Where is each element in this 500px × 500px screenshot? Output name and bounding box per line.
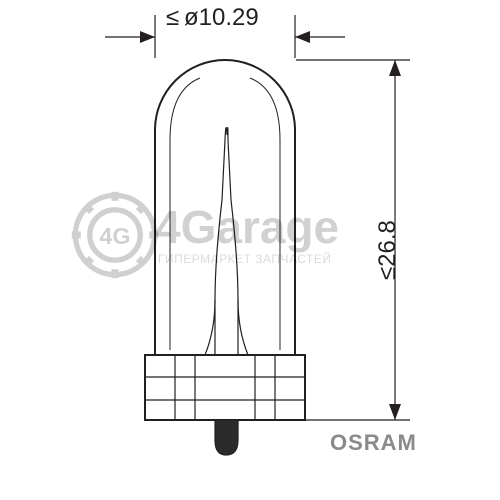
watermark-sub-text: ГИПЕРМАРКЕТ ЗАПЧАСТЕЙ	[158, 252, 332, 266]
contact-tip	[215, 420, 238, 455]
filament-tip	[225, 128, 228, 140]
height-dimension-label: ≤26.8	[374, 220, 402, 280]
stem-flare	[205, 300, 248, 355]
watermark-main-text: 4Garage	[155, 200, 339, 254]
bulb-base-outline	[145, 355, 305, 420]
width-dimension-label: ≤ ø10.29	[166, 4, 259, 32]
arrow-right-bottom	[389, 404, 401, 420]
arrow-right-top	[389, 60, 401, 76]
arrow-top-left	[140, 31, 155, 43]
brand-label: OSRAM	[330, 430, 417, 456]
watermark-badge-text: 4G	[99, 223, 130, 249]
arrow-top-right	[295, 31, 310, 43]
watermark-gear-icon: 4G	[70, 190, 160, 280]
